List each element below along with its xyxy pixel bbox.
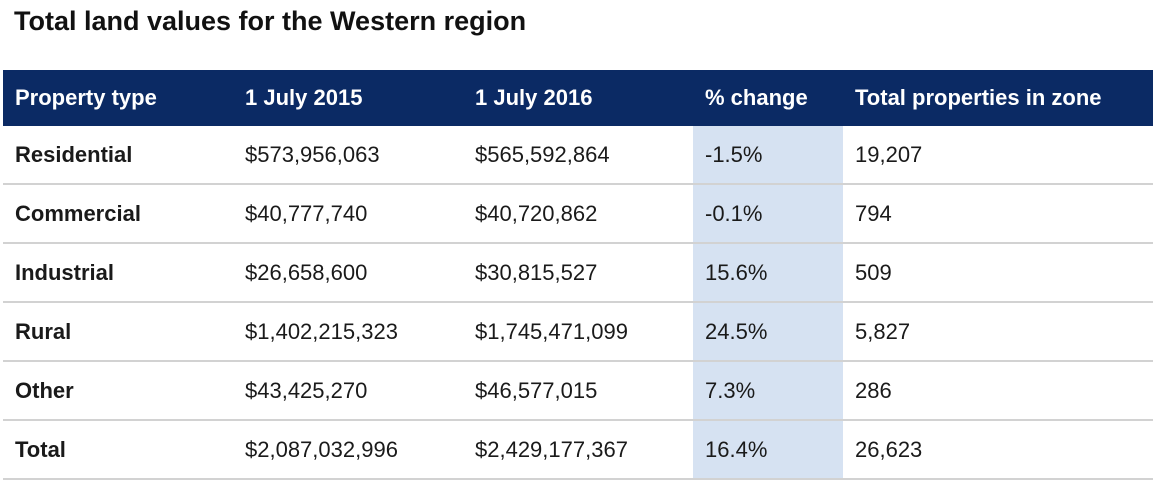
header-property-type: Property type: [3, 70, 233, 126]
cell-total-properties: 26,623: [843, 420, 1153, 480]
table-row: Industrial $26,658,600 $30,815,527 15.6%…: [3, 243, 1153, 303]
cell-value-2016: $1,745,471,099: [463, 302, 693, 362]
cell-value-2015: $573,956,063: [233, 126, 463, 185]
cell-percent-change: -0.1%: [693, 184, 843, 244]
cell-total-properties: 19,207: [843, 126, 1153, 185]
table-row: Rural $1,402,215,323 $1,745,471,099 24.5…: [3, 302, 1153, 362]
cell-property-type: Industrial: [3, 243, 233, 303]
table-row-total: Total $2,087,032,996 $2,429,177,367 16.4…: [3, 420, 1153, 480]
cell-value-2015: $1,402,215,323: [233, 302, 463, 362]
cell-property-type: Total: [3, 420, 233, 480]
page-title: Total land values for the Western region: [14, 6, 527, 36]
table-row: Other $43,425,270 $46,577,015 7.3% 286: [3, 361, 1153, 421]
cell-total-properties: 794: [843, 184, 1153, 244]
table-row: Commercial $40,777,740 $40,720,862 -0.1%…: [3, 184, 1153, 244]
cell-total-properties: 5,827: [843, 302, 1153, 362]
cell-total-properties: 286: [843, 361, 1153, 421]
land-values-table: Property type 1 July 2015 1 July 2016 % …: [3, 70, 1153, 480]
header-row: Property type 1 July 2015 1 July 2016 % …: [3, 70, 1153, 126]
cell-percent-change: 16.4%: [693, 420, 843, 480]
cell-property-type: Residential: [3, 126, 233, 185]
cell-percent-change: -1.5%: [693, 126, 843, 185]
cell-total-properties: 509: [843, 243, 1153, 303]
cell-percent-change: 24.5%: [693, 302, 843, 362]
header-july-2016: 1 July 2016: [463, 70, 693, 126]
cell-value-2016: $565,592,864: [463, 126, 693, 185]
cell-property-type: Commercial: [3, 184, 233, 244]
cell-percent-change: 15.6%: [693, 243, 843, 303]
header-percent-change: % change: [693, 70, 843, 126]
cell-value-2015: $40,777,740: [233, 184, 463, 244]
cell-value-2016: $46,577,015: [463, 361, 693, 421]
cell-value-2015: $2,087,032,996: [233, 420, 463, 480]
cell-value-2016: $30,815,527: [463, 243, 693, 303]
header-total-properties: Total properties in zone: [843, 70, 1153, 126]
cell-property-type: Rural: [3, 302, 233, 362]
cell-property-type: Other: [3, 361, 233, 421]
cell-value-2015: $43,425,270: [233, 361, 463, 421]
cell-value-2016: $40,720,862: [463, 184, 693, 244]
header-july-2015: 1 July 2015: [233, 70, 463, 126]
cell-value-2016: $2,429,177,367: [463, 420, 693, 480]
table-header: Property type 1 July 2015 1 July 2016 % …: [3, 70, 1153, 126]
table-row: Residential $573,956,063 $565,592,864 -1…: [3, 126, 1153, 185]
table-body: Residential $573,956,063 $565,592,864 -1…: [3, 126, 1153, 480]
cell-value-2015: $26,658,600: [233, 243, 463, 303]
cell-percent-change: 7.3%: [693, 361, 843, 421]
